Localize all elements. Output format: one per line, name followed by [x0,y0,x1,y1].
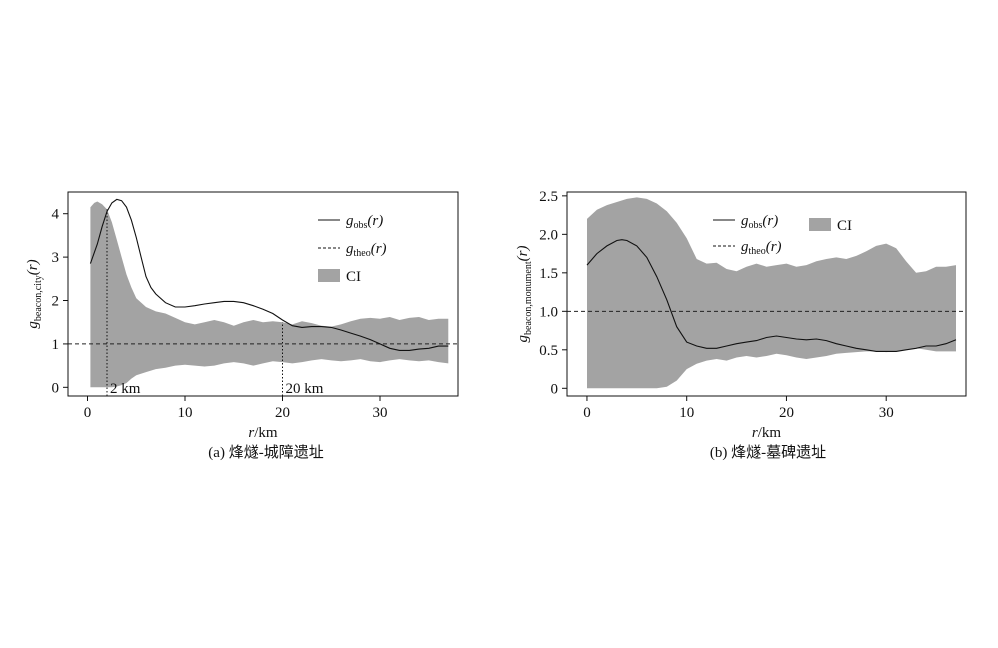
y-axis-sub: beacon,city [33,275,44,321]
y-axis-label: gbeacon,city(r) [25,259,44,328]
y-axis-arg: (r) [515,246,531,262]
ci-band [90,201,449,388]
legend: gobs(r)gtheo(r)CI [713,213,852,257]
legend-label-ci: CI [346,269,361,285]
legend-label-theo: gtheo(r) [741,239,782,257]
y-tick-label: 2 [52,294,60,310]
legend-var: g [346,241,354,257]
legend-arg: (r) [762,213,778,229]
x-axis-unit: /km [758,425,782,441]
legend-arg: (r) [371,241,387,257]
y-tick-label: 0.5 [539,343,558,359]
panel-b: 0 10 20 3000.51.01.52.02.5r/kmgbeacon,monum… [515,189,967,461]
y-axis-var: g [25,321,41,329]
legend-swatch-fill [318,269,340,282]
x-tick-label: 30 [373,405,388,421]
y-axis-label: gbeacon,monument(r) [515,246,534,343]
plot-frame [566,191,967,397]
x-tick-label: 0 [84,405,92,421]
legend-label-obs: gobs(r) [346,213,383,231]
legend-swatch-fill [809,218,831,231]
legend-label-ci: CI [837,218,852,234]
y-axis-sub: beacon,monument [523,261,534,335]
y-axis-var: g [515,334,531,342]
legend-var: g [741,239,749,255]
y-tick-label: 3 [52,250,60,266]
x-tick-label: 10 [679,405,694,421]
panel-a: 2 km 20 km0 10 20 3001234r/kmgbeacon,city(r)… [25,191,459,461]
y-tick-label: 2.0 [539,227,558,243]
y-tick-label: 0 [551,381,559,397]
x-axis-label: r/km [752,425,782,441]
x-tick-label: 10 [178,405,193,421]
legend-sub: theo [354,248,371,259]
obs-line [89,198,449,351]
legend-sub: obs [354,220,368,231]
x-tick-label: 0 [583,405,591,421]
annotation-label-0: 2 km [110,381,141,397]
x-tick-label: 20 [779,405,794,421]
x-axis-var: r [752,425,758,441]
ci-band [587,197,956,389]
legend-sub: obs [749,220,763,231]
x-axis-label: r/km [248,425,278,441]
y-tick-label: 2.5 [539,189,558,205]
y-tick-label: 1.5 [539,266,558,282]
legend-label-theo: gtheo(r) [346,241,387,259]
obs-line [586,239,957,352]
legend-sub: theo [749,246,766,257]
y-tick-label: 1.0 [539,304,558,320]
legend: gobs(r)gtheo(r)CI [318,213,387,285]
y-tick-label: 4 [52,207,60,223]
panel-caption: (a) 烽燧-城障遗址 [208,443,323,461]
annotation-label-1: 20 km [286,381,324,397]
x-axis-var: r [248,425,254,441]
y-axis-arg: (r) [25,259,41,275]
legend-var: g [346,213,354,229]
x-tick-label: 20 [275,405,290,421]
legend-arg: (r) [766,239,782,255]
panel-caption: (b) 烽燧-墓碑遗址 [710,444,826,461]
legend-var: g [741,213,749,229]
y-tick-label: 1 [52,337,60,353]
legend-arg: (r) [367,213,383,229]
plot-frame [67,191,459,397]
legend-label-obs: gobs(r) [741,213,778,231]
x-tick-label: 30 [879,405,894,421]
x-axis-unit: /km [254,425,278,441]
y-tick-label: 0 [52,380,60,396]
